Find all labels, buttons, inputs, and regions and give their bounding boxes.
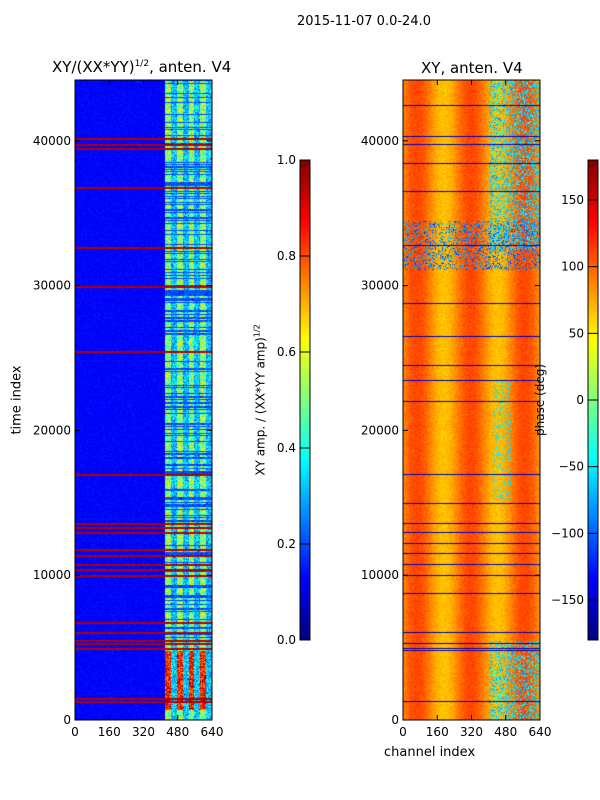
colorbar2-tick-label: −100 — [551, 526, 584, 540]
y-tick-label: 20000 — [33, 423, 71, 437]
colorbar1-tick-label: 0.0 — [277, 633, 296, 647]
y-tick-label: 40000 — [361, 134, 399, 148]
colorbar1-tick-label: 0.6 — [277, 345, 296, 359]
colorbar1-label-main: XY amp. / (XX*YY amp) — [253, 337, 268, 476]
y-tick-label: 0 — [391, 713, 399, 727]
colorbar2-tick-label: 100 — [561, 260, 584, 274]
y-tick-label: 20000 — [361, 423, 399, 437]
left-title-main: XY/(XX*YY) — [52, 58, 135, 76]
y-tick-label: 10000 — [33, 568, 71, 582]
colorbar2-tick-label: 150 — [561, 193, 584, 207]
figure-suptitle: 2015-11-07 0.0-24.0 — [297, 14, 431, 29]
plot2-frame — [402, 79, 541, 721]
colorbar1-label-sup: 1/2 — [252, 324, 262, 338]
left-title-sup: 1/2 — [134, 59, 150, 69]
left-title-tail: , anten. V4 — [149, 58, 232, 76]
y-tick-label: 40000 — [33, 134, 71, 148]
colorbar2-tick-label: 0 — [576, 393, 584, 407]
colorbar1-tick-label: 1.0 — [277, 153, 296, 167]
left-ylabel: time index — [9, 365, 25, 435]
x-tick-label: 0 — [399, 725, 407, 739]
x-tick-label: 160 — [98, 725, 121, 739]
y-tick-label: 0 — [63, 713, 71, 727]
y-tick-label: 30000 — [33, 279, 71, 293]
x-tick-label: 160 — [426, 725, 449, 739]
x-tick-label: 320 — [460, 725, 483, 739]
y-tick-label: 10000 — [361, 568, 399, 582]
colorbar2-tick-label: 50 — [569, 326, 584, 340]
x-tick-label: 0 — [71, 725, 79, 739]
phase-heatmap — [403, 80, 540, 720]
colorbar1-frame — [299, 159, 311, 641]
right-plot-title: XY, anten. V4 — [421, 59, 523, 77]
x-tick-label: 480 — [494, 725, 517, 739]
colorbar2-tick-label: −50 — [559, 460, 584, 474]
left-plot-title: XY/(XX*YY)1/2, anten. V4 — [52, 58, 231, 76]
colorbar2-label: phase (deg) — [533, 363, 547, 437]
x-tick-label: 640 — [201, 725, 224, 739]
colorbar1-tick-label: 0.8 — [277, 249, 296, 263]
colorbar1-tick-label: 0.4 — [277, 441, 296, 455]
colorbar1-tick-label: 0.2 — [277, 537, 296, 551]
y-tick-label: 30000 — [361, 279, 399, 293]
x-tick-label: 480 — [166, 725, 189, 739]
colorbar1-label: XY amp. / (XX*YY amp)1/2 — [253, 324, 268, 475]
x-tick-label: 320 — [132, 725, 155, 739]
right-xlabel: channel index — [384, 745, 476, 760]
x-tick-label: 640 — [529, 725, 552, 739]
plot1-frame — [74, 79, 213, 721]
colorbar2-tick-label: −150 — [551, 593, 584, 607]
amplitude-heatmap — [75, 80, 212, 720]
amplitude-colorbar — [300, 160, 310, 640]
